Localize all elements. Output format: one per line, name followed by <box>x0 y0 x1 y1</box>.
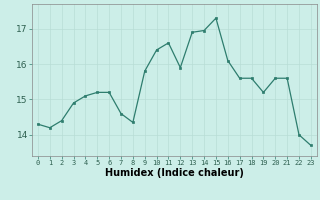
X-axis label: Humidex (Indice chaleur): Humidex (Indice chaleur) <box>105 168 244 178</box>
